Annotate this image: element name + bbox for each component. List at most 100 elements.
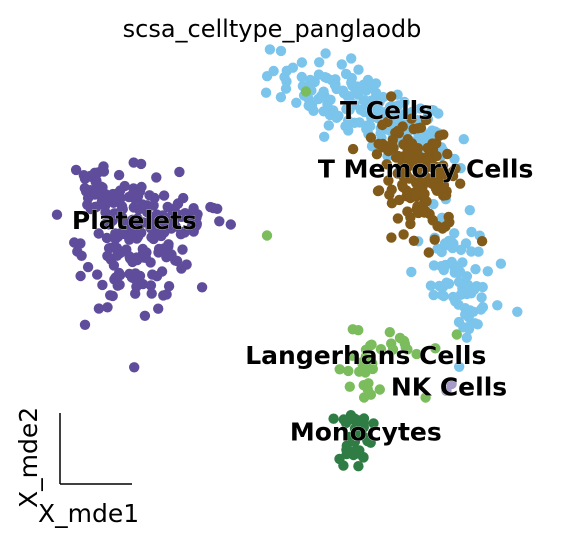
scatter-point [268,65,279,77]
scatter-point [76,250,87,261]
scatter-point [323,120,334,131]
scatter-point [461,332,472,343]
scatter-point [129,362,140,373]
scatter-point [111,242,123,254]
y-axis-label: X_mde2 [14,407,43,508]
scatter-point [398,229,409,240]
points-layer [51,44,523,472]
scatter-point [136,181,147,193]
scatter-point [476,292,487,303]
scatter-point [137,243,148,255]
scatter-point [148,200,159,211]
scatter-point [420,114,432,126]
scatter-point [472,319,483,330]
cluster-label: NK Cells [391,373,507,402]
scatter-point [428,289,439,301]
scatter-point [261,230,273,241]
scatter-point [325,94,336,106]
scatter-point [451,329,462,340]
scatter-point [415,103,426,114]
scatter-point [482,266,493,277]
scatter-point [296,57,308,68]
scatter-point [97,279,108,291]
scatter-point [102,217,113,229]
scatter-point [368,418,379,429]
scatter-point [79,183,91,194]
scatter-point [127,256,138,268]
scatter-point [476,236,488,247]
scatter-point [372,185,384,197]
scatter-point [111,250,123,261]
scatter-point [437,223,448,234]
scatter-point [146,288,157,299]
scatter-point [139,310,151,321]
scatter-point [92,269,103,280]
scatter-point [109,274,120,285]
scatter-point [392,125,404,136]
scatter-point [438,290,449,302]
scatter-point [431,138,442,149]
scatter-point [402,206,413,217]
scatter-point [349,99,360,110]
scatter-point [374,384,385,395]
cluster-label: T Cells [340,96,433,125]
scatter-point [163,281,175,292]
scatter-point [353,461,364,472]
scatter-point [333,110,344,122]
scatter-point [387,344,399,355]
scatter-point [434,130,445,141]
scatter-point [347,350,358,361]
scatter-point [344,431,356,443]
scatter-point [334,364,345,375]
scatter-point [450,163,461,174]
scatter-point [358,392,370,403]
scatter-point [189,210,201,221]
scatter-point [458,134,469,145]
scatter-point [275,45,287,57]
scatter-point [128,183,139,194]
scatter-point [319,72,331,83]
scatter-point [144,190,155,201]
scatter-point [435,182,446,193]
scatter-point [158,243,170,254]
scatter-point [110,233,121,245]
scatter-point [352,81,363,92]
scatter-point [392,150,404,162]
scatter-point [394,194,405,206]
scatter-point [319,131,330,142]
scatter-point [343,125,354,136]
scatter-point [365,132,377,143]
scatter-point [70,164,82,176]
scatter-point [174,166,185,178]
scatter-point [366,339,377,350]
scatter-point [371,149,383,160]
scatter-point [123,191,135,203]
scatter-point [369,109,380,120]
scatter-point [449,228,460,239]
scatter-point [412,149,423,160]
scatter-point [102,250,113,262]
scatter-point [425,280,437,291]
scatter-point [386,91,397,102]
scatter-point [102,302,113,313]
scatter-point [370,87,382,99]
scatter-point [402,344,413,355]
scatter-point [346,53,357,64]
scatter-point [363,100,374,112]
scatter-point [85,171,96,182]
scatter-point [158,290,169,301]
scatter-point [406,113,417,124]
scatter-point [440,190,452,201]
scatter-point [422,142,433,154]
scatter-point [93,228,104,239]
scatter-point [79,319,91,330]
scatter-point [384,327,395,338]
scatter-point [473,246,484,257]
scatter-point [469,284,480,295]
scatter-point [412,123,423,134]
scatter-point [344,381,355,392]
x-axis-label: X_mde1 [38,499,139,528]
scatter-point [434,280,445,292]
scatter-point [153,303,164,314]
scatter-point [75,238,86,249]
